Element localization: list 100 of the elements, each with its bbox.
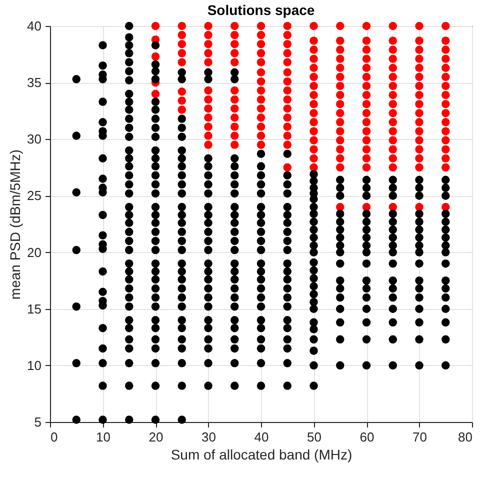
point <box>151 359 160 368</box>
point <box>178 324 186 332</box>
point <box>178 75 186 84</box>
point <box>310 202 318 212</box>
point <box>336 46 344 54</box>
point <box>125 162 134 170</box>
point <box>362 335 371 344</box>
point <box>151 293 160 302</box>
point <box>204 210 212 220</box>
point <box>336 276 344 285</box>
point <box>151 302 160 311</box>
point <box>204 236 212 246</box>
point <box>442 241 450 250</box>
y-tick-label: 30 <box>27 132 42 147</box>
point <box>415 163 424 172</box>
point <box>415 22 424 30</box>
point <box>310 274 318 282</box>
point <box>442 136 450 144</box>
point <box>230 267 239 276</box>
point <box>388 90 397 100</box>
point <box>125 202 134 212</box>
point <box>310 241 318 250</box>
point <box>415 241 424 250</box>
point <box>178 162 186 170</box>
point <box>388 293 397 302</box>
point <box>388 145 397 154</box>
point <box>415 233 424 242</box>
point <box>283 114 292 122</box>
point <box>256 40 266 48</box>
point <box>230 75 239 84</box>
point <box>362 136 371 144</box>
point <box>125 359 134 368</box>
y-tick-label: 35 <box>27 75 42 90</box>
point <box>125 132 134 141</box>
point <box>256 202 266 212</box>
point <box>336 241 344 250</box>
point <box>230 58 239 66</box>
point <box>336 136 344 144</box>
point <box>442 226 450 234</box>
point <box>388 100 397 108</box>
x-tick-label: 10 <box>96 430 110 444</box>
point <box>336 226 344 234</box>
point <box>256 302 266 311</box>
point <box>336 90 344 100</box>
point <box>151 124 160 132</box>
point <box>442 46 450 54</box>
point <box>283 68 292 77</box>
point <box>336 109 344 118</box>
point <box>310 233 318 242</box>
point <box>310 64 318 72</box>
point <box>151 75 160 84</box>
point <box>178 267 186 276</box>
point <box>98 324 107 332</box>
point <box>256 246 266 254</box>
point <box>98 359 107 368</box>
point <box>283 30 292 40</box>
point <box>125 335 134 344</box>
point <box>362 233 371 242</box>
point <box>125 90 134 98</box>
point <box>310 54 318 63</box>
point <box>442 233 450 242</box>
point <box>442 154 450 162</box>
point <box>256 335 266 344</box>
point <box>310 346 318 355</box>
point <box>230 218 239 227</box>
point <box>442 64 450 72</box>
point <box>388 233 397 242</box>
point <box>151 228 160 236</box>
point <box>310 304 318 313</box>
point <box>415 118 424 126</box>
point <box>310 127 318 136</box>
point <box>388 36 397 45</box>
point <box>151 189 160 198</box>
point <box>283 275 292 284</box>
point <box>230 49 239 58</box>
point <box>415 276 424 285</box>
point <box>151 52 160 61</box>
x-tick-label: 40 <box>254 430 269 444</box>
point <box>362 259 371 268</box>
point <box>310 72 318 82</box>
point <box>151 324 160 332</box>
point <box>125 98 134 106</box>
point <box>151 218 160 227</box>
point <box>125 67 134 76</box>
point <box>151 259 160 268</box>
point <box>178 40 186 48</box>
point <box>415 36 424 45</box>
point <box>204 316 212 324</box>
point <box>388 226 397 234</box>
point <box>336 361 344 370</box>
point <box>283 140 292 149</box>
point <box>230 228 239 236</box>
point <box>230 162 239 170</box>
point <box>204 202 212 212</box>
point <box>125 259 134 268</box>
point <box>151 267 160 276</box>
point <box>388 218 397 226</box>
point <box>230 171 239 180</box>
point <box>151 162 160 170</box>
point <box>230 344 239 353</box>
